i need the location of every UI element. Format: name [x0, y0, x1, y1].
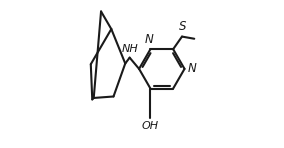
Text: OH: OH: [142, 121, 159, 131]
Text: NH: NH: [121, 44, 138, 54]
Text: N: N: [187, 62, 196, 75]
Text: S: S: [179, 20, 187, 33]
Text: N: N: [145, 33, 153, 46]
